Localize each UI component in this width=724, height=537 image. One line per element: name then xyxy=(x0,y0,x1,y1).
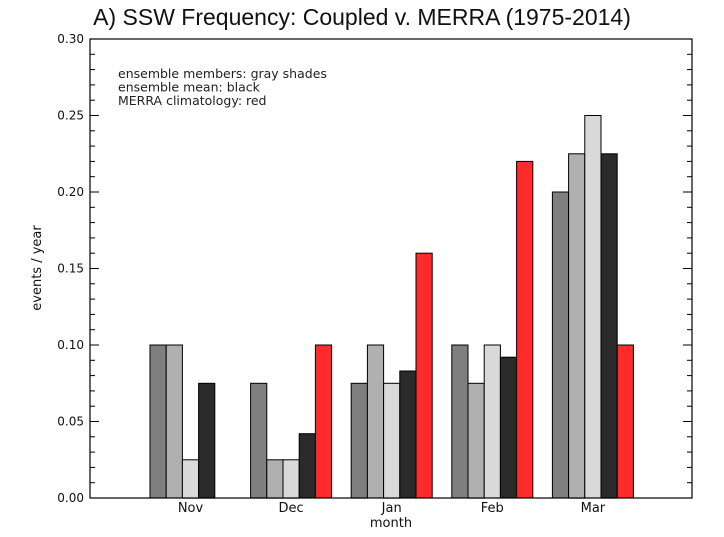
y-tick-label: 0.25 xyxy=(57,109,84,123)
bar-jan-5 xyxy=(415,252,433,499)
bar-dec-1 xyxy=(250,382,268,499)
x-tick-label-nov: Nov xyxy=(178,501,204,516)
bar-jan-2 xyxy=(366,344,385,499)
y-tick-label: 0.10 xyxy=(57,338,84,352)
y-tick-label: 0.20 xyxy=(57,185,84,199)
bar-mar-2 xyxy=(568,153,586,499)
chart-title: A) SSW Frequency: Coupled v. MERRA (1975… xyxy=(93,4,631,30)
bar-nov-2 xyxy=(165,344,183,499)
y-axis-label: events / year xyxy=(30,225,45,311)
x-tick-label-jan: Jan xyxy=(381,501,402,516)
bar-dec-3 xyxy=(282,459,300,499)
y-tick-label: 0.00 xyxy=(57,491,84,505)
bar-nov-1 xyxy=(149,344,167,499)
bar-dec-4 xyxy=(298,433,316,499)
annotation-line: ensemble mean: black xyxy=(118,80,261,95)
x-axis-label: month xyxy=(370,516,412,531)
bar-feb-5 xyxy=(516,160,534,499)
bar-dec-2 xyxy=(266,459,284,499)
bar-mar-5 xyxy=(616,344,634,499)
annotation-line: ensemble members: gray shades xyxy=(118,66,327,81)
x-tick-label-mar: Mar xyxy=(581,501,606,516)
y-tick-label: 0.05 xyxy=(57,415,84,429)
bar-dec-5 xyxy=(314,344,333,499)
bar-feb-1 xyxy=(451,344,469,499)
x-tick-label-feb: Feb xyxy=(481,501,504,516)
bar-feb-2 xyxy=(467,382,485,499)
annotation-line: MERRA climatology: red xyxy=(118,93,267,108)
x-tick-label-dec: Dec xyxy=(279,501,304,516)
bar-mar-4 xyxy=(600,153,618,499)
bar-jan-3 xyxy=(383,382,401,499)
bars-layer xyxy=(149,115,634,499)
x-axis: Nov Dec Jan Feb Mar xyxy=(178,501,606,516)
bar-mar-3 xyxy=(584,115,602,499)
y-axis: 0.00 0.05 0.10 0.15 0.20 0.25 0.30 xyxy=(57,32,692,505)
y-tick-label: 0.15 xyxy=(57,262,84,276)
bar-feb-4 xyxy=(499,356,518,499)
bar-jan-4 xyxy=(399,370,417,499)
bar-feb-3 xyxy=(483,344,501,499)
y-tick-label: 0.30 xyxy=(57,32,84,46)
bar-jan-1 xyxy=(350,382,368,499)
bar-nov-3 xyxy=(181,459,200,499)
bar-nov-4 xyxy=(198,382,216,499)
bar-mar-1 xyxy=(551,191,570,499)
